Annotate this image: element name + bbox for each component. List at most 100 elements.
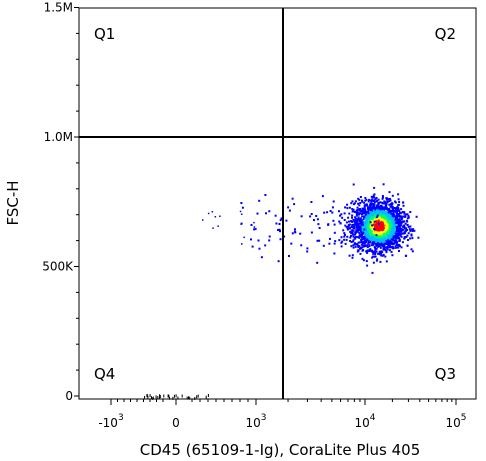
event-dot <box>385 229 388 232</box>
event-dot <box>405 227 408 230</box>
event-dot <box>392 228 395 231</box>
event-dot <box>167 394 169 398</box>
event-dot <box>340 236 343 239</box>
event-dot <box>367 239 370 242</box>
event-dot <box>399 216 402 219</box>
event-dot <box>398 218 401 221</box>
event-dot <box>362 232 365 235</box>
event-dot <box>366 246 369 249</box>
event-dot <box>371 228 374 231</box>
event-dot <box>159 394 161 398</box>
event-dot <box>344 233 346 236</box>
event-dot <box>397 223 400 226</box>
event-dot <box>372 252 375 255</box>
event-dot <box>390 250 393 253</box>
event-dot <box>352 244 355 247</box>
event-dot <box>239 210 242 213</box>
event-dot <box>398 231 401 234</box>
event-dot <box>394 246 397 249</box>
event-dot <box>403 211 406 214</box>
event-dot <box>396 233 399 236</box>
event-dot <box>351 254 354 257</box>
event-dot <box>368 238 371 241</box>
event-dot <box>382 210 385 213</box>
event-dot <box>393 230 396 233</box>
event-dot <box>401 229 404 232</box>
event-dot <box>389 234 392 237</box>
event-dot <box>376 235 379 238</box>
event-dot <box>401 217 404 219</box>
event-dot <box>410 248 413 251</box>
event-dot <box>384 234 387 237</box>
event-dot <box>366 250 369 253</box>
event-dot <box>409 225 412 228</box>
event-dot <box>391 254 394 257</box>
event-dot <box>365 218 368 221</box>
event-dot <box>341 240 344 243</box>
event-dot <box>349 230 352 233</box>
event-dot <box>396 229 398 232</box>
event-dot <box>400 246 403 249</box>
event-dot <box>393 207 396 209</box>
event-dot <box>344 242 347 245</box>
event-dot <box>385 235 388 238</box>
event-dot <box>390 213 393 215</box>
event-dot <box>376 226 379 229</box>
event-dot <box>344 224 347 227</box>
event-dot <box>372 223 375 226</box>
event-dot <box>240 213 243 215</box>
event-dot <box>334 240 337 243</box>
event-dot <box>369 221 372 224</box>
event-dot <box>389 205 392 208</box>
event-dot <box>398 238 401 241</box>
event-dot <box>363 207 366 210</box>
event-dot <box>253 226 256 228</box>
event-dot <box>401 220 404 223</box>
event-dot <box>373 203 376 206</box>
event-dot <box>395 226 398 229</box>
event-dot <box>410 233 413 236</box>
event-dot <box>364 210 367 213</box>
event-dot <box>373 255 376 258</box>
event-dot <box>207 394 209 397</box>
event-dot <box>379 223 382 226</box>
event-dot <box>338 239 341 242</box>
event-dot <box>352 240 355 243</box>
event-dot <box>159 395 161 398</box>
event-dot <box>364 231 367 234</box>
event-dot <box>400 227 403 230</box>
event-dot <box>343 235 346 238</box>
event-dot <box>413 229 416 232</box>
event-dot <box>407 216 410 219</box>
event-dot <box>386 218 388 221</box>
event-dot <box>384 228 387 231</box>
event-dot <box>388 241 391 243</box>
event-dot <box>384 219 387 222</box>
event-dot <box>398 233 400 236</box>
event-dot <box>253 221 255 224</box>
event-dot <box>369 209 372 212</box>
event-dot <box>268 239 271 242</box>
event-dot <box>377 229 380 232</box>
event-dot <box>376 204 379 207</box>
event-dot <box>358 204 361 207</box>
event-dot <box>389 229 392 232</box>
event-dot <box>151 396 152 400</box>
event-dot <box>373 206 375 209</box>
event-dot <box>387 214 390 217</box>
event-dot <box>384 246 387 249</box>
event-dot <box>386 246 389 249</box>
event-dot <box>388 191 391 194</box>
event-dot <box>250 224 253 226</box>
event-dot <box>264 194 267 196</box>
event-dot <box>360 220 363 223</box>
event-dot <box>366 251 369 254</box>
event-dot <box>356 222 359 225</box>
x-tick-label: 0 <box>172 416 180 430</box>
event-dot <box>332 219 335 222</box>
event-dot <box>278 223 281 225</box>
event-dot <box>392 239 395 242</box>
event-dot <box>391 218 394 220</box>
event-dot <box>291 232 294 235</box>
event-dot <box>372 231 375 234</box>
